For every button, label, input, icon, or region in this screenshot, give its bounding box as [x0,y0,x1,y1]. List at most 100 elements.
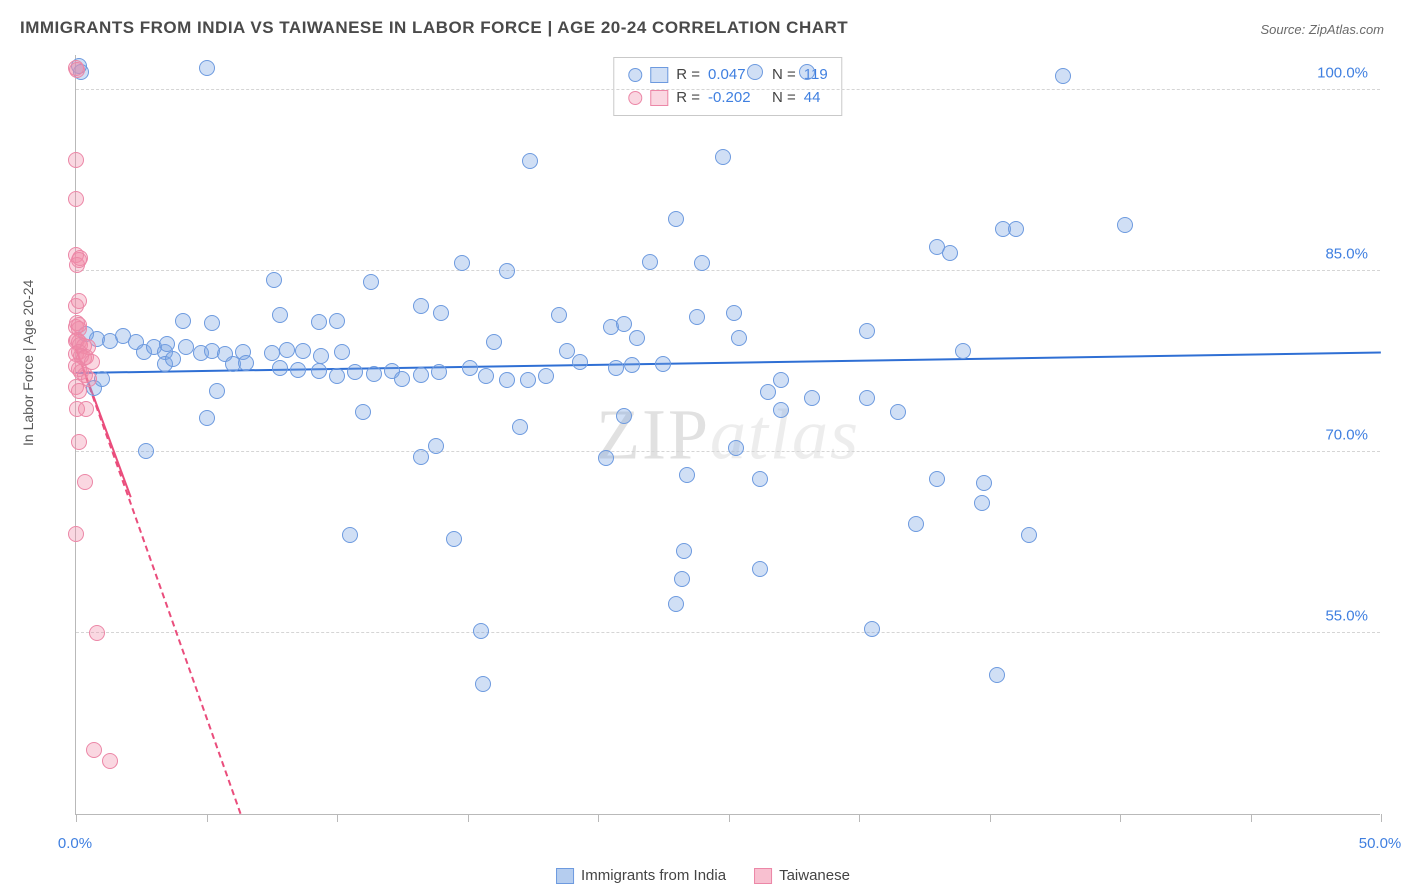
data-point [731,330,747,346]
data-point [266,272,282,288]
data-point [478,368,494,384]
x-tick [337,814,338,822]
data-point [413,367,429,383]
data-point [199,60,215,76]
data-point [799,64,815,80]
data-point [475,676,491,692]
data-point [329,313,345,329]
data-point [178,339,194,355]
data-point [864,621,880,637]
data-point [642,254,658,270]
data-point [608,360,624,376]
data-point [86,742,102,758]
data-point [462,360,478,376]
x-tick [859,814,860,822]
y-tick-label: 100.0% [1317,65,1368,82]
legend-item: Immigrants from India [556,867,726,884]
data-point [572,354,588,370]
data-point [431,364,447,380]
x-tick [990,814,991,822]
data-point [942,245,958,261]
legend-swatch [650,90,668,106]
data-point [290,362,306,378]
data-point [175,313,191,329]
data-point [68,152,84,168]
data-point [676,543,692,559]
legend-label: Immigrants from India [581,867,726,884]
data-point [68,526,84,542]
data-point [1117,217,1133,233]
data-point [71,434,87,450]
data-point [655,356,671,372]
data-point [238,355,254,371]
data-point [486,334,502,350]
data-point [989,667,1005,683]
data-point [71,252,87,268]
data-point [295,343,311,359]
data-point [804,390,820,406]
data-point [165,351,181,367]
data-point [138,443,154,459]
data-point [551,307,567,323]
legend-swatch [556,868,574,884]
y-tick-label: 85.0% [1325,246,1368,263]
legend-label: Taiwanese [779,867,850,884]
x-tick [468,814,469,822]
data-point [89,625,105,641]
data-point [668,596,684,612]
x-tick [1381,814,1382,822]
data-point [598,450,614,466]
data-point [1008,221,1024,237]
legend-row: R =0.047N =119 [628,64,827,87]
data-point [413,449,429,465]
data-point [209,383,225,399]
legend-n-label: N = [772,64,796,87]
data-point [726,305,742,321]
data-point [428,438,444,454]
x-tick [207,814,208,822]
data-point [974,495,990,511]
data-point [694,255,710,271]
data-point [394,371,410,387]
data-point [329,368,345,384]
data-point [366,366,382,382]
data-point [272,307,288,323]
data-point [679,467,695,483]
legend-item: Taiwanese [754,867,850,884]
chart-title: IMMIGRANTS FROM INDIA VS TAIWANESE IN LA… [20,18,848,38]
data-point [413,298,429,314]
data-point [747,64,763,80]
x-tick-label: 50.0% [1359,835,1402,852]
x-tick [729,814,730,822]
legend-marker [628,68,642,82]
data-point [279,342,295,358]
data-point [342,527,358,543]
data-point [976,475,992,491]
data-point [499,263,515,279]
data-point [454,255,470,271]
data-point [752,561,768,577]
data-point [77,474,93,490]
series-legend: Immigrants from India Taiwanese [556,867,850,884]
y-tick-label: 55.0% [1325,608,1368,625]
data-point [311,314,327,330]
data-point [499,372,515,388]
data-point [929,471,945,487]
data-point [689,309,705,325]
gridline [76,89,1380,90]
data-point [520,372,536,388]
legend-swatch [754,868,772,884]
data-point [522,153,538,169]
data-point [334,344,350,360]
gridline [76,632,1380,633]
source-credit: Source: ZipAtlas.com [1260,22,1384,37]
legend-r-label: R = [676,64,700,87]
x-tick [76,814,77,822]
data-point [908,516,924,532]
data-point [363,274,379,290]
data-point [313,348,329,364]
x-tick [598,814,599,822]
y-tick-label: 70.0% [1325,427,1368,444]
legend-marker [628,91,642,105]
data-point [728,440,744,456]
